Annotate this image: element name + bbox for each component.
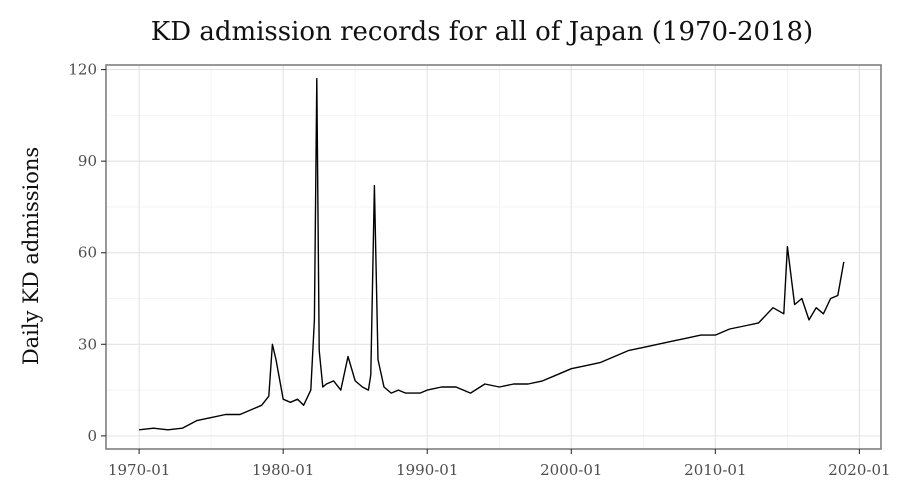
x-axis: 1970-01 1980-01 1990-01 2000-01 2010-01 2020-…	[108, 449, 891, 479]
series-line	[139, 78, 845, 431]
x-tick-label: 1970-01	[108, 461, 170, 479]
major-gridlines	[106, 65, 881, 449]
minor-gridlines	[106, 65, 881, 449]
y-axis: 0 30 60 90 120	[68, 61, 106, 445]
x-tick-label: 2010-01	[684, 461, 746, 479]
y-axis-label: Daily KD admissions	[19, 147, 43, 365]
y-tick-label: 30	[78, 335, 97, 353]
x-tick-label: 1990-01	[396, 461, 458, 479]
x-tick-label: 2000-01	[540, 461, 602, 479]
y-tick-label: 0	[87, 427, 97, 445]
x-tick-label: 1980-01	[252, 461, 314, 479]
plot-frame	[105, 64, 882, 450]
y-tick-label: 60	[78, 244, 97, 262]
x-tick-label: 2020-01	[828, 461, 890, 479]
plot-area	[105, 64, 882, 450]
chart-title: KD admission records for all of Japan (1…	[151, 17, 813, 47]
y-tick-label: 90	[78, 152, 97, 170]
y-tick-label: 120	[68, 61, 97, 79]
